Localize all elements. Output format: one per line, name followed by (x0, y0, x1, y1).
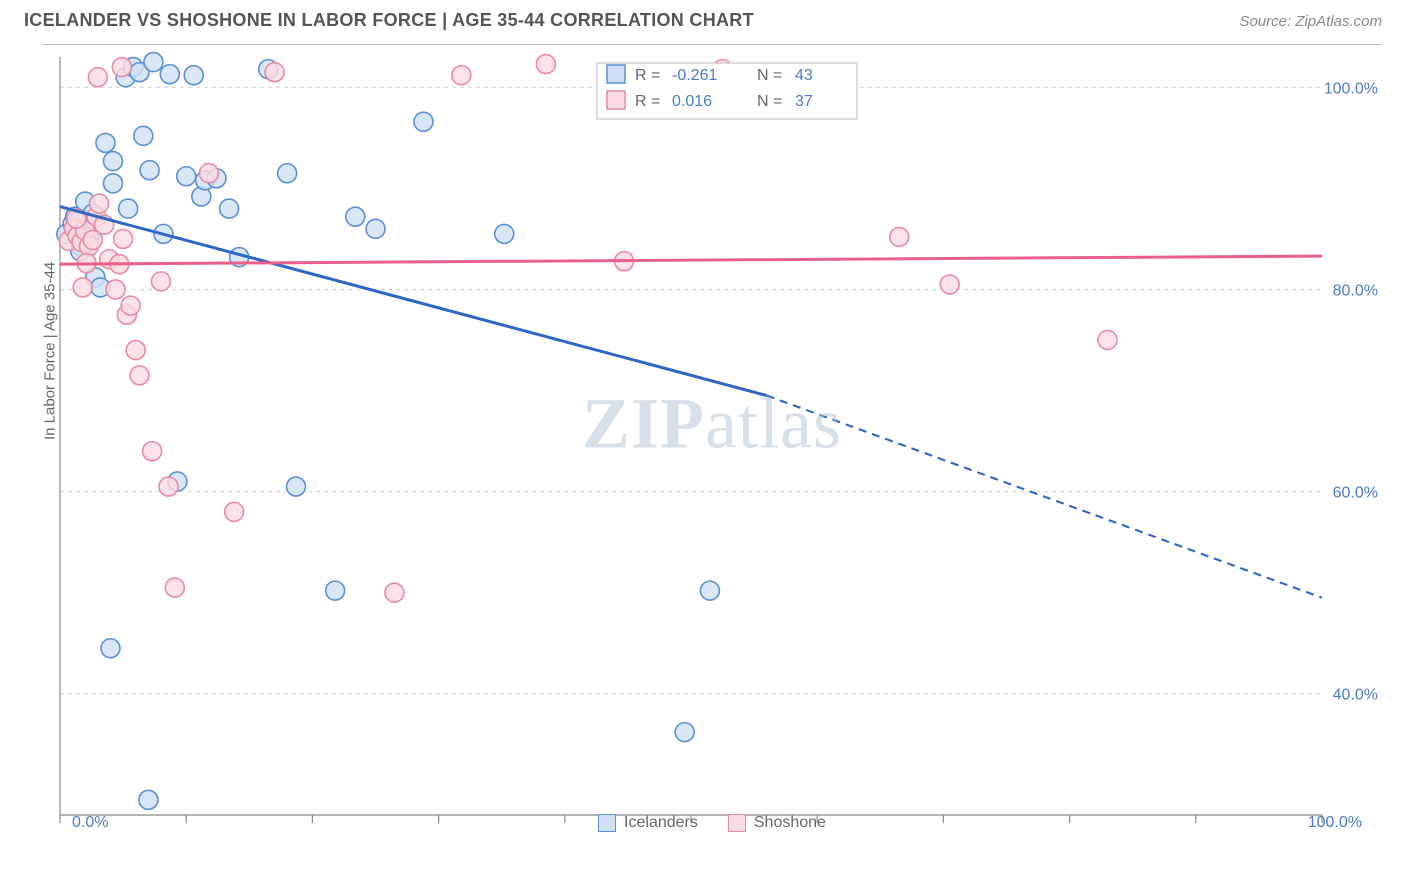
header: ICELANDER VS SHOSHONE IN LABOR FORCE | A… (0, 0, 1406, 37)
scatter-point (144, 53, 163, 72)
scatter-point (134, 126, 153, 145)
scatter-point (90, 194, 109, 213)
scatter-point (121, 296, 140, 315)
scatter-point (165, 578, 184, 597)
scatter-point (1098, 330, 1117, 349)
scatter-point (700, 581, 719, 600)
scatter-plot: 40.0% 60.0% 80.0% 100.0% R = -0.261 N = 43 R = 0.… (42, 45, 1382, 835)
scatter-point (119, 199, 138, 218)
bottom-legend: Icelanders Shoshone (42, 814, 1382, 832)
y-tick-label: 60.0% (1333, 485, 1378, 502)
legend-swatch (607, 65, 625, 83)
legend-swatch (607, 91, 625, 109)
scatter-point (225, 502, 244, 521)
scatter-point (106, 280, 125, 299)
scatter-point (114, 229, 133, 248)
chart-container: In Labor Force | Age 35-44 40.0%60.0%80.… (42, 44, 1382, 834)
scatter-point (366, 219, 385, 238)
chart-title: ICELANDER VS SHOSHONE IN LABOR FORCE | A… (24, 10, 754, 31)
scatter-point (160, 65, 179, 84)
scatter-point (143, 442, 162, 461)
scatter-point (278, 164, 297, 183)
legend-label: Shoshone (754, 814, 826, 831)
y-tick-label: 40.0% (1333, 687, 1378, 704)
scatter-point (73, 278, 92, 297)
scatter-point (890, 227, 909, 246)
scatter-point (452, 66, 471, 85)
trend-line (60, 207, 767, 396)
scatter-point (96, 133, 115, 152)
scatter-point (88, 68, 107, 87)
stats-text: N = (757, 93, 782, 110)
legend-label: Icelanders (624, 814, 698, 831)
scatter-point (265, 63, 284, 82)
stats-text: R = (635, 67, 660, 84)
scatter-point (104, 152, 123, 171)
legend-item: Icelanders (598, 814, 698, 832)
scatter-point (675, 723, 694, 742)
scatter-point (177, 167, 196, 186)
scatter-point (414, 112, 433, 131)
scatter-point (112, 58, 131, 77)
trend-line-dashed (767, 396, 1322, 598)
scatter-point (130, 366, 149, 385)
scatter-point (199, 164, 218, 183)
scatter-point (940, 275, 959, 294)
scatter-point (151, 272, 170, 291)
scatter-point (385, 583, 404, 602)
scatter-point (346, 207, 365, 226)
scatter-point (126, 341, 145, 360)
scatter-point (104, 174, 123, 193)
scatter-point (536, 55, 555, 74)
stats-text: 0.016 (672, 93, 712, 110)
stats-text: N = (757, 67, 782, 84)
stats-text: 43 (795, 67, 813, 84)
scatter-point (140, 161, 159, 180)
legend-item: Shoshone (728, 814, 826, 832)
scatter-point (286, 477, 305, 496)
scatter-point (495, 224, 514, 243)
scatter-point (220, 199, 239, 218)
source-label: Source: ZipAtlas.com (1239, 13, 1382, 30)
y-tick-label: 80.0% (1333, 282, 1378, 299)
legend-swatch (598, 814, 616, 832)
legend-swatch (728, 814, 746, 832)
scatter-point (101, 639, 120, 658)
scatter-point (159, 477, 178, 496)
y-tick-label: 100.0% (1324, 80, 1378, 97)
stats-text: R = (635, 93, 660, 110)
scatter-point (139, 790, 158, 809)
stats-text: 37 (795, 93, 813, 110)
scatter-point (184, 66, 203, 85)
stats-text: -0.261 (672, 67, 717, 84)
scatter-point (326, 581, 345, 600)
